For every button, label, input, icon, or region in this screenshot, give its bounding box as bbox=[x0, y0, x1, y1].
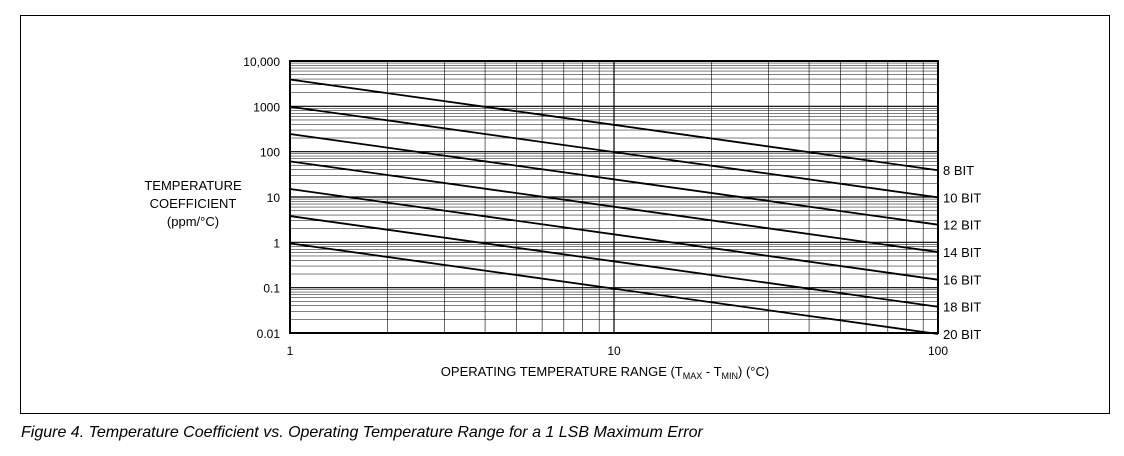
y-axis-label-line-1: TEMPERATURE bbox=[144, 178, 242, 193]
series-label-10-bit: 10 BIT bbox=[943, 190, 981, 205]
x-axis-label-suffix: ) (°C) bbox=[738, 364, 770, 379]
series-label-16-bit: 16 BIT bbox=[943, 273, 981, 288]
y-tick-label: 1 bbox=[273, 236, 280, 250]
x-axis-label-sub-max: MAX bbox=[682, 371, 703, 381]
y-tick-label: 0.01 bbox=[257, 327, 281, 341]
series-label-14-bit: 14 BIT bbox=[943, 245, 981, 260]
series-line-16-bit bbox=[289, 188, 939, 281]
series-line-14-bit bbox=[289, 160, 939, 253]
y-tick-label: 100 bbox=[260, 146, 280, 160]
figure-frame bbox=[20, 15, 1110, 414]
series-line-18-bit bbox=[289, 215, 939, 308]
figure-caption: Figure 4. Temperature Coefficient vs. Op… bbox=[21, 424, 703, 441]
x-axis-label-sub-min: MIN bbox=[721, 371, 739, 381]
y-tick-label: 10 bbox=[267, 191, 281, 205]
x-tick-label: 10 bbox=[607, 344, 621, 358]
series-line-20-bit bbox=[289, 242, 939, 335]
y-axis-label-line-2: COEFFICIENT bbox=[149, 196, 237, 211]
y-axis-label-line-3: (ppm/°C) bbox=[166, 214, 220, 229]
series-label-8-bit: 8 BIT bbox=[943, 163, 974, 178]
series-line-12-bit bbox=[289, 133, 939, 226]
x-axis-label: OPERATING TEMPERATURE RANGE (TMAX - TMIN… bbox=[380, 364, 830, 381]
series-line-10-bit bbox=[289, 105, 939, 199]
y-axis-label: TEMPERATURE COEFFICIENT (ppm/°C) bbox=[118, 177, 268, 231]
x-axis-label-prefix: OPERATING TEMPERATURE RANGE (T bbox=[440, 364, 683, 379]
x-tick-label: 100 bbox=[928, 344, 948, 358]
y-tick-label: 1000 bbox=[253, 100, 280, 114]
y-tick-label: 0.1 bbox=[263, 282, 280, 296]
series-label-18-bit: 18 BIT bbox=[943, 300, 981, 315]
x-axis-label-mid: - T bbox=[702, 364, 722, 379]
series-line-8-bit bbox=[289, 78, 939, 172]
x-tick-label: 1 bbox=[287, 344, 294, 358]
series-label-12-bit: 12 BIT bbox=[943, 218, 981, 233]
series-label-20-bit: 20 BIT bbox=[943, 327, 981, 342]
y-tick-label: 10,000 bbox=[243, 55, 280, 69]
